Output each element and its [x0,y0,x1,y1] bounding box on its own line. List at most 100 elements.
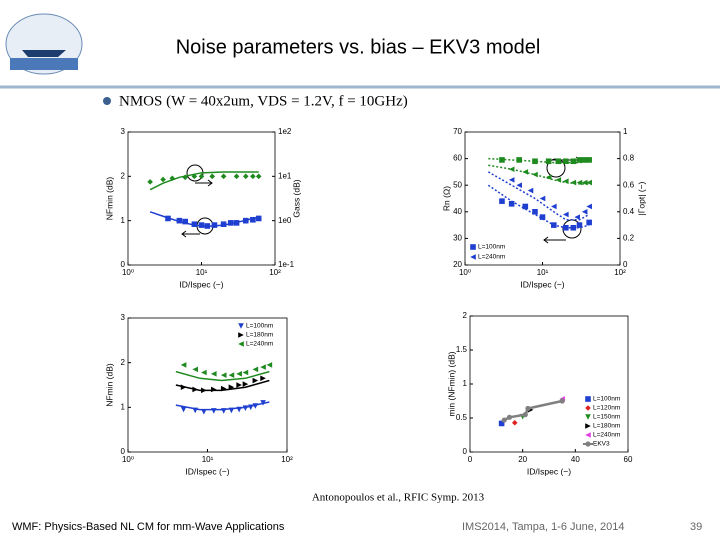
y-axis-label: Rn (Ω) [441,186,451,211]
marker [581,209,588,215]
marker [255,215,262,222]
y-tick-label: 0 [121,447,126,456]
legend-marker [470,244,476,250]
marker [522,203,529,210]
x-tick-label: 10¹ [537,268,549,277]
page-number: 39 [690,521,702,533]
marker [576,157,583,163]
legend-label: L=150nm [593,414,620,421]
marker [559,398,565,404]
legend-marker [238,341,244,347]
marker [252,366,259,373]
legend-label: L=100nm [593,396,620,403]
series-line [149,211,259,228]
series-line [487,171,590,221]
marker [586,203,592,210]
x-axis-label: ID/Ispec (−) [185,466,229,476]
legend-marker [585,405,591,411]
legend-marker [470,254,476,260]
y-tick-label: 2 [121,358,126,367]
x-tick-label: 10¹ [202,455,214,464]
marker [586,179,592,186]
marker [260,364,266,370]
y-tick-label: 1 [463,379,468,388]
marker [198,173,205,180]
y-tick-label: 0.5 [456,413,468,422]
y-tick-label: 30 [453,234,462,243]
legend-label: L=240nm [593,432,620,439]
marker [209,173,216,180]
legend-label: EKV3 [593,441,610,448]
marker [180,362,187,368]
x-tick-label: 10² [614,268,626,277]
y-axis-label: NFmin (dB) [104,177,114,221]
legend-label: L=180nm [593,423,620,430]
x-axis-label: ID/Ispec (−) [179,279,223,289]
legend-marker [238,332,244,338]
y-tick-label: 1 [121,216,126,225]
legend-marker [238,323,244,329]
marker [508,177,515,183]
y2-tick-label: 1e0 [278,216,292,225]
y2-axis-label: Gass (dB) [291,179,301,217]
marker [576,179,583,186]
marker [545,174,552,181]
series-line [149,171,259,191]
slide-title: Noise parameters vs. bias – EKV3 model [176,36,541,58]
marker [160,176,166,183]
marker [147,179,153,185]
marker [527,187,534,194]
marker [586,157,592,163]
marker [236,382,242,388]
marker [545,158,552,165]
marker [532,171,538,178]
legend-label: L=100nm [478,244,505,251]
marker [525,405,531,412]
series-line [175,370,270,382]
bullet-dot [103,97,111,105]
marker [210,371,217,377]
x-tick-label: 10⁰ [122,455,134,464]
annotations [181,156,582,244]
marker [228,372,235,378]
x-axis-label: ID/Ispec (−) [527,466,571,476]
y2-axis-label: |Γopt| (−) [636,181,646,215]
series-line [488,164,590,185]
legend-label: L=180nm [246,332,273,339]
y-tick-label: 0 [463,447,468,456]
marker [191,173,198,180]
legend-marker [585,441,591,447]
marker [501,417,507,423]
marker [576,222,583,228]
x-axis-label: ID/Ispec (−) [520,279,564,289]
marker [516,157,522,163]
marker [260,375,266,382]
x-tick-label: 20 [518,455,527,464]
marker [242,173,249,180]
legend-marker [585,396,591,402]
y2-tick-label: 0 [623,260,628,269]
x-tick-label: 10⁰ [122,268,134,277]
marker [499,198,505,204]
marker [532,158,538,165]
marker [169,175,176,182]
marker [539,195,546,202]
y2-tick-label: 1e2 [278,127,292,136]
y-tick-label: 1 [121,402,126,411]
marker [570,158,577,165]
y-tick-label: 20 [453,260,462,269]
marker [252,377,259,384]
y2-tick-label: 1 [623,127,628,136]
x-tick-label: 0 [468,455,473,464]
logo [5,13,83,75]
y2-tick-label: 0.6 [623,180,635,189]
plot-frame [127,131,276,266]
marker [551,203,557,210]
x-tick-label: 10² [281,455,293,464]
footer-center: IMS2014, Tampa, 1-6 June, 2014 [462,521,624,533]
marker [266,362,273,368]
y-axis-label: NFmin (dB) [104,363,114,407]
y2-tick-label: 0.4 [623,207,635,216]
marker [522,412,528,418]
